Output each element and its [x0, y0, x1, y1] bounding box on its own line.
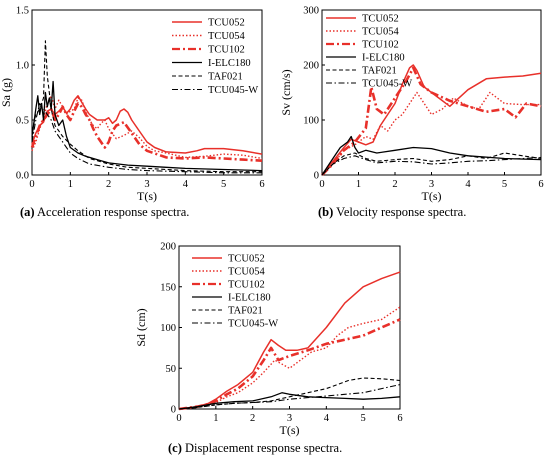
x-tick-label: 2: [392, 179, 397, 190]
series-line-i-elc180: [321, 135, 542, 176]
series-line-taf021: [31, 40, 262, 173]
legend-label: TCU045-W: [208, 85, 258, 96]
x-tick-label: 3: [144, 179, 149, 190]
x-tick-label: 1: [356, 179, 361, 190]
series-line-taf021: [321, 152, 542, 176]
x-tick-label: 0: [176, 413, 181, 424]
y-axis-label: Sv (cm/s): [279, 69, 293, 115]
legend-label: TCU102: [208, 45, 245, 56]
legend-label: I-ELC180: [362, 53, 405, 64]
caption-text: Velocity response spectra.: [333, 205, 466, 219]
legend-label: TCU102: [228, 280, 265, 291]
x-tick-label: 5: [361, 413, 366, 424]
series-line-tcu102: [178, 318, 401, 411]
x-tick-label: 6: [397, 413, 402, 424]
y-tick-label: 100: [160, 323, 176, 334]
series-line-tcu102: [30, 102, 263, 162]
legend-label: TCU054: [228, 267, 266, 278]
y-tick-label: 0.5: [16, 116, 29, 127]
series-line-i-elc180: [31, 80, 263, 172]
x-tick-label: 6: [259, 179, 264, 190]
x-tick-label: 4: [324, 413, 330, 424]
y-tick-label: 200: [303, 61, 319, 72]
y-tick-label: 150: [160, 282, 176, 293]
x-tick-label: 4: [465, 179, 471, 190]
legend-label: TCU052: [362, 14, 399, 25]
x-axis-label: T(s): [137, 189, 157, 203]
series-line-tcu054: [178, 306, 401, 410]
legend: TCU052 TCU054 TCU102 I-ELC180 TAF021 TCU045-W: [192, 254, 278, 330]
y-tick-label: 0: [314, 171, 319, 182]
x-tick-label: 3: [429, 179, 434, 190]
series-line-tcu045-w: [31, 102, 262, 174]
x-tick-label: 3: [287, 413, 292, 424]
x-tick-label: 0: [319, 179, 324, 190]
y-tick-label: 100: [303, 116, 319, 127]
figure-caption: (c) Displacement response spectra.: [168, 441, 342, 455]
series-line-tcu054: [31, 95, 263, 160]
y-tick-label: 50: [166, 364, 177, 375]
series-line-tcu045-w: [178, 384, 401, 410]
caption-text: Acceleration response spectra.: [35, 205, 190, 219]
series-line-tcu102: [321, 66, 542, 176]
caption-panel-label: (b): [318, 205, 333, 219]
legend-label: TCU045-W: [362, 79, 412, 90]
x-tick-label: 2: [106, 179, 111, 190]
x-tick-label: 2: [250, 413, 255, 424]
legend-label: TAF021: [208, 72, 243, 83]
legend-label: TCU102: [362, 40, 399, 51]
series-line-tcu045-w: [321, 155, 542, 176]
x-tick-label: 6: [538, 179, 543, 190]
figure-caption: (b) Velocity response spectra.: [318, 205, 466, 219]
series-line-i-elc180: [178, 392, 401, 410]
y-tick-label: 300: [303, 6, 319, 17]
caption-panel-label: (a): [20, 205, 35, 219]
chart-panel-1: 0 1 2 3 4 5 60.00.51.01.5T(s)Sa (g)TCU052TCU05…: [0, 6, 265, 220]
x-tick-label: 5: [502, 179, 507, 190]
legend-label: I-ELC180: [208, 58, 251, 69]
x-axis-label: T(s): [280, 423, 300, 437]
x-tick-label: 4: [183, 179, 189, 190]
legend: TCU052 TCU054 TCU102 I-ELC180 TAF021 TCU045-W: [326, 14, 412, 90]
caption-panel-label: (c): [168, 441, 182, 455]
series-line-tcu052: [178, 271, 401, 410]
y-axis-label: Sd (cm): [134, 308, 148, 346]
x-tick-label: 1: [68, 179, 73, 190]
y-tick-label: 0: [171, 405, 176, 416]
x-tick-label: 0: [29, 179, 34, 190]
plot-frame: [178, 245, 401, 410]
x-tick-label: 5: [221, 179, 226, 190]
legend-label: TCU054: [362, 27, 400, 38]
legend-label: TCU052: [208, 18, 245, 29]
y-axis-label: Sa (g): [0, 78, 13, 107]
y-tick-label: 1.5: [16, 6, 29, 17]
y-tick-label: 0.0: [16, 171, 29, 182]
legend-label: TCU052: [228, 254, 265, 265]
figure-caption: (a) Acceleration response spectra.: [20, 205, 189, 219]
legend-label: I-ELC180: [228, 293, 271, 304]
legend-label: TAF021: [228, 306, 263, 317]
x-axis-label: T(s): [422, 189, 442, 203]
y-tick-label: 200: [160, 242, 176, 253]
y-tick-label: 1.0: [16, 61, 29, 72]
caption-text: Displacement response spectra.: [182, 441, 342, 455]
legend-label: TCU054: [208, 31, 246, 42]
x-tick-label: 1: [213, 413, 218, 424]
legend: TCU052 TCU054 TCU102 I-ELC180 TAF021 TCU045-W: [172, 18, 258, 96]
legend-label: TCU045-W: [228, 319, 278, 330]
series-line-tcu054: [321, 91, 541, 176]
legend-label: TAF021: [362, 66, 397, 77]
